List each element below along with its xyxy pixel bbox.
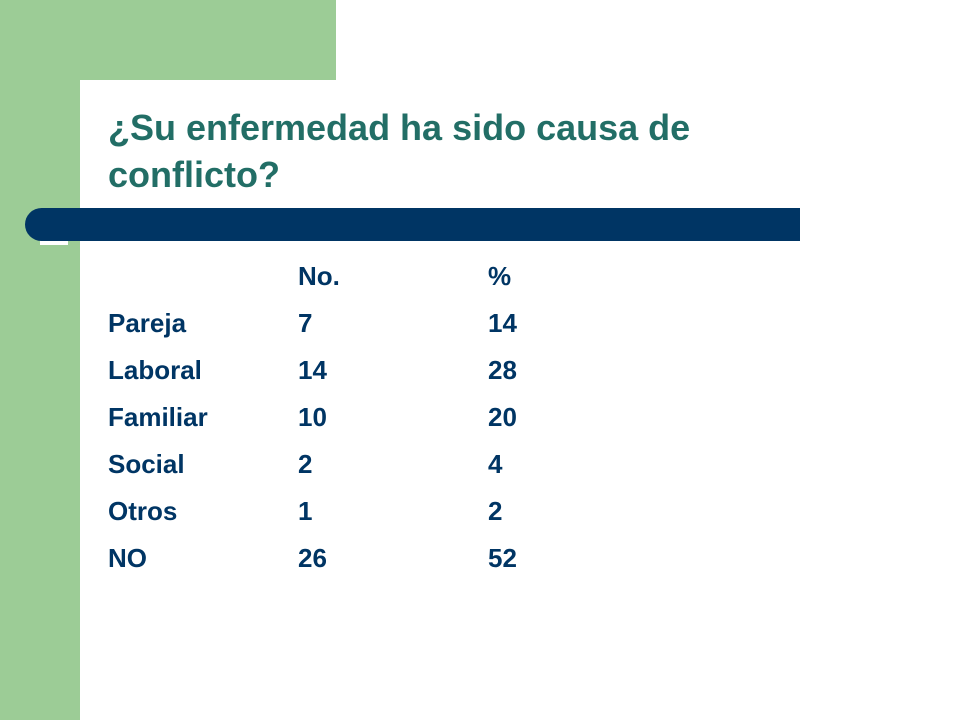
row-percent: 52 xyxy=(488,543,517,573)
table-header-row: No. % xyxy=(108,253,608,300)
green-side-band xyxy=(0,0,80,720)
row-percent: 2 xyxy=(488,496,503,526)
row-label: Laboral xyxy=(108,355,202,385)
table-row: Pareja 7 14 xyxy=(108,300,608,347)
row-percent: 4 xyxy=(488,449,503,479)
table-row: Familiar 10 20 xyxy=(108,394,608,441)
green-top-band xyxy=(0,0,336,80)
slide-title: ¿Su enfermedad ha sido causa de conflict… xyxy=(108,107,691,195)
header-cell-category xyxy=(108,253,298,300)
row-label: Pareja xyxy=(108,308,187,338)
rounded-content-corner xyxy=(80,80,180,180)
row-percent: 20 xyxy=(488,402,517,432)
row-count: 2 xyxy=(298,449,313,479)
row-label: Otros xyxy=(108,496,178,526)
header-cell-percent: % xyxy=(488,261,512,291)
header-cell-count: No. xyxy=(298,261,340,291)
row-count: 26 xyxy=(298,543,327,573)
table-row: Laboral 14 28 xyxy=(108,347,608,394)
table-row: Otros 1 2 xyxy=(108,488,608,535)
underline-notch xyxy=(40,241,68,245)
row-percent: 28 xyxy=(488,355,517,385)
results-table: No. % Pareja 7 14 Laboral 14 28 Familiar… xyxy=(108,253,608,582)
title-underline-bar xyxy=(25,208,800,241)
row-count: 10 xyxy=(298,402,327,432)
row-percent: 14 xyxy=(488,308,517,338)
row-count: 7 xyxy=(298,308,313,338)
table-row: NO 26 52 xyxy=(108,535,608,582)
row-label: NO xyxy=(108,543,147,573)
table-row: Social 2 4 xyxy=(108,441,608,488)
row-label: Social xyxy=(108,449,185,479)
row-count: 1 xyxy=(298,496,313,526)
row-label: Familiar xyxy=(108,402,208,432)
row-count: 14 xyxy=(298,355,327,385)
